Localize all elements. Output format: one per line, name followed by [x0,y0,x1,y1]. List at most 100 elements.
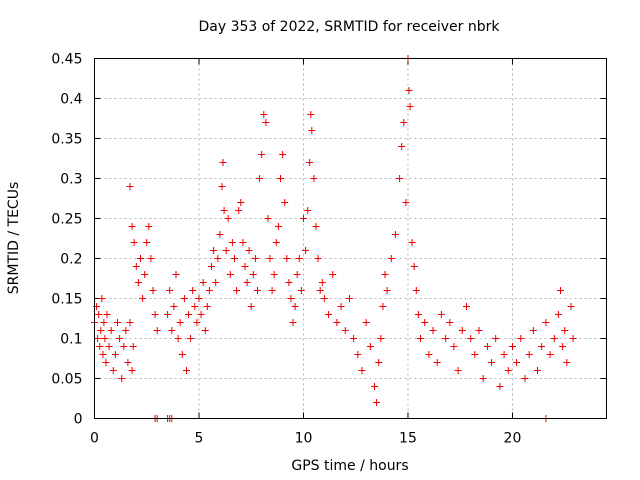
data-point [105,343,113,350]
x-tick-label: 20 [504,431,522,447]
data-point [450,343,458,350]
data-point [102,359,110,366]
data-point [534,367,541,374]
data-point [178,351,186,358]
data-point [406,103,414,110]
x-axis-title: GPS time / hours [291,458,408,474]
data-point [488,359,496,366]
data-point [557,287,564,294]
data-point [151,311,159,318]
data-point [387,255,395,262]
plot-frame [94,58,607,419]
y-tick-label: 0.4 [60,92,82,108]
data-point [212,279,220,286]
data-point [333,319,341,326]
data-point [521,375,529,382]
data-point [226,271,234,278]
data-point [96,343,104,350]
data-point [95,311,103,318]
data-point [483,343,491,350]
data-point [197,311,205,318]
data-point [174,335,182,342]
data-point [421,319,429,326]
data-point [381,271,389,278]
data-point [254,287,261,294]
data-point [287,295,295,302]
data-point [475,327,483,334]
data-point [337,303,345,310]
data-point [425,351,433,358]
data-point [402,199,410,206]
data-point [143,239,151,246]
data-point [412,287,420,294]
data-point [569,335,577,342]
data-point [199,279,207,286]
y-tick-label: 0.05 [51,372,82,388]
data-point [538,343,546,350]
x-tick-label: 5 [195,431,204,447]
data-point [107,327,115,334]
data-point [297,287,305,294]
data-point [256,175,264,182]
data-point [274,223,282,230]
data-point [224,215,232,222]
data-point [559,343,567,350]
data-point [103,311,111,318]
data-point [134,279,142,286]
data-point [231,255,238,262]
data-point [396,175,404,182]
data-point [354,351,362,358]
data-point [243,279,251,286]
data-point [266,255,274,262]
data-point [341,327,349,334]
data-point [233,287,241,294]
data-point [295,255,303,262]
data-point [391,231,399,238]
data-point [239,239,247,246]
data-point [247,303,255,310]
data-point [101,335,109,342]
data-point [185,311,192,318]
data-point [193,319,201,326]
data-point [442,335,450,342]
x-tick-label: 0 [90,431,99,447]
data-point [437,311,445,318]
data-point [219,159,227,166]
data-point [379,303,387,310]
axis-ticks [94,58,607,419]
data-point [126,183,134,190]
y-tick-label: 0.3 [60,172,82,188]
data-point [191,303,199,310]
data-point [492,335,500,342]
data-point [307,111,315,118]
data-point [128,223,136,230]
data-point [563,359,571,366]
data-point [147,255,155,262]
data-point [98,295,106,302]
data-point [467,335,475,342]
data-point [318,279,326,286]
x-tick-label: 15 [399,431,417,447]
data-point [124,359,132,366]
data-point [277,175,284,182]
data-point [189,287,197,294]
x-tick-label: 10 [295,431,313,447]
y-tick-label: 0.45 [51,52,82,68]
data-point [268,287,276,294]
data-point [258,151,266,158]
data-point [281,199,289,206]
data-point [94,335,102,342]
data-point [120,343,128,350]
data-point [377,335,385,342]
data-point [400,119,408,126]
data-point [139,295,147,302]
data-point [546,351,554,358]
data-point [550,335,558,342]
data-point [264,215,272,222]
data-point [218,183,226,190]
data-point [262,119,270,126]
y-tick-label: 0.25 [51,212,82,228]
data-point [479,375,487,382]
data-point [542,319,550,326]
data-point [446,319,454,326]
